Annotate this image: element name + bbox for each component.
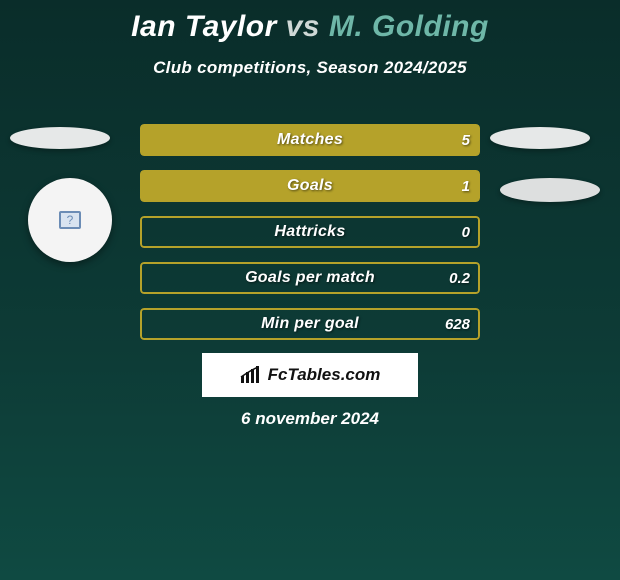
subtitle: Club competitions, Season 2024/2025 xyxy=(0,58,620,78)
stat-value: 628 xyxy=(445,308,470,340)
stat-value: 0.2 xyxy=(449,262,470,294)
right-shadow-1 xyxy=(490,127,590,149)
logo-box: FcTables.com xyxy=(202,353,418,397)
date: 6 november 2024 xyxy=(0,409,620,429)
stat-label: Goals per match xyxy=(140,262,480,294)
stat-row: Hattricks0 xyxy=(140,216,480,248)
player1-name: Ian Taylor xyxy=(131,10,277,43)
logo-bars-icon xyxy=(240,366,262,384)
stat-label: Matches xyxy=(140,124,480,156)
player2-name: M. Golding xyxy=(329,10,489,43)
comparison-title: Ian Taylor vs M. Golding xyxy=(0,10,620,44)
stats-bars: Matches5Goals1Hattricks0Goals per match0… xyxy=(140,124,480,354)
stat-label: Min per goal xyxy=(140,308,480,340)
stat-label: Hattricks xyxy=(140,216,480,248)
stat-row: Goals1 xyxy=(140,170,480,202)
stat-row: Matches5 xyxy=(140,124,480,156)
stat-value: 5 xyxy=(462,124,470,156)
player-avatar: ? xyxy=(28,178,112,262)
stat-row: Min per goal628 xyxy=(140,308,480,340)
stat-label: Goals xyxy=(140,170,480,202)
stat-row: Goals per match0.2 xyxy=(140,262,480,294)
stat-value: 0 xyxy=(462,216,470,248)
stat-value: 1 xyxy=(462,170,470,202)
vs-separator: vs xyxy=(286,10,320,43)
logo-text: FcTables.com xyxy=(268,365,381,385)
right-shadow-2 xyxy=(500,178,600,202)
left-shadow-1 xyxy=(10,127,110,149)
avatar-placeholder-icon: ? xyxy=(59,211,81,229)
